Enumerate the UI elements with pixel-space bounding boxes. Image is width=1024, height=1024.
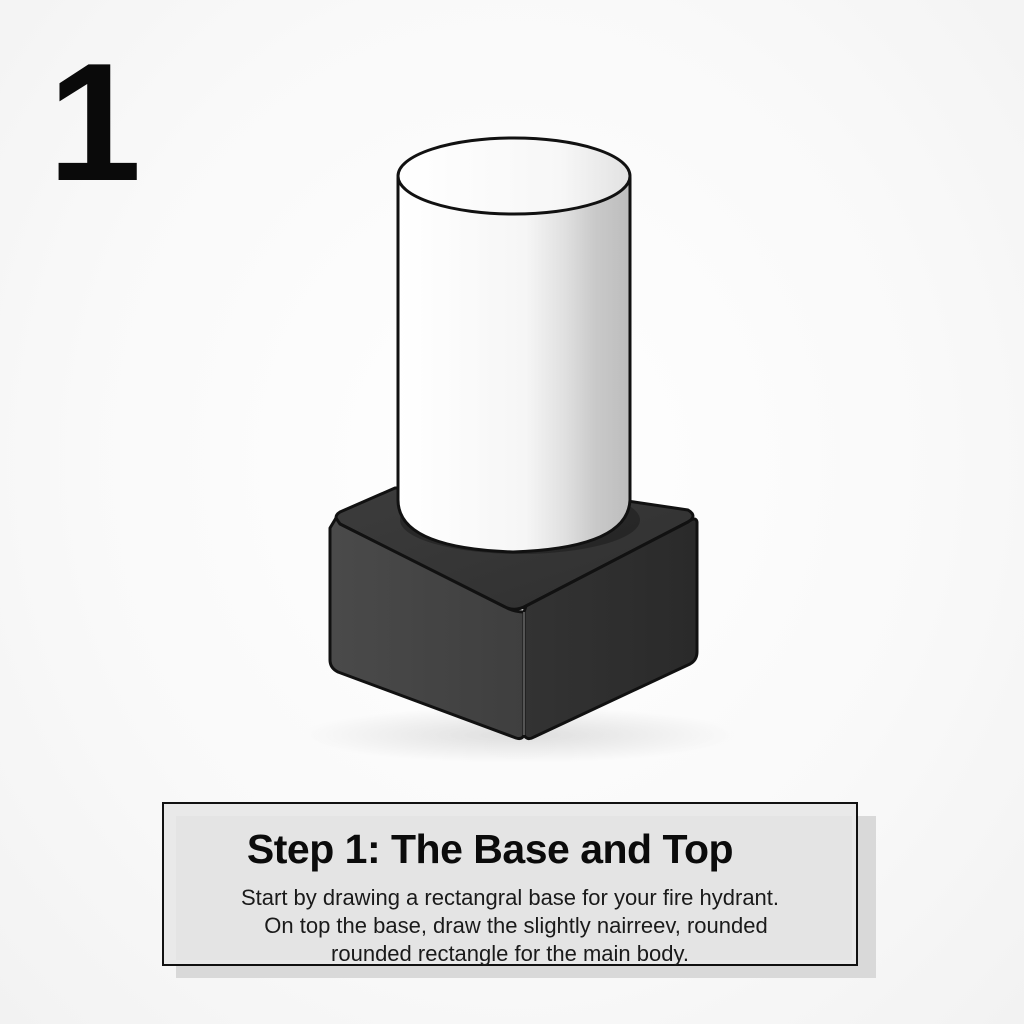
caption-line-2: On top the base, draw the slightly nairr…	[264, 913, 768, 938]
caption-line-3: rounded rectangle for the main body.	[331, 941, 689, 966]
base-left-face	[328, 516, 526, 741]
caption-title: Step 1: The Base and Top	[246, 826, 734, 872]
hydrant-drawing	[300, 136, 740, 763]
caption-panel	[176, 816, 852, 960]
caption-line-1: Start by drawing a rectangral base for y…	[240, 885, 780, 910]
cylinder-body	[396, 176, 632, 554]
caption-box: Step 1: The Base and Top Start by drawin…	[162, 802, 858, 966]
caption-text: Start by drawing a rectangral base for y…	[164, 884, 856, 968]
cylinder-top	[396, 136, 632, 216]
step-number: 1	[48, 28, 141, 216]
base-right-face	[522, 517, 699, 741]
